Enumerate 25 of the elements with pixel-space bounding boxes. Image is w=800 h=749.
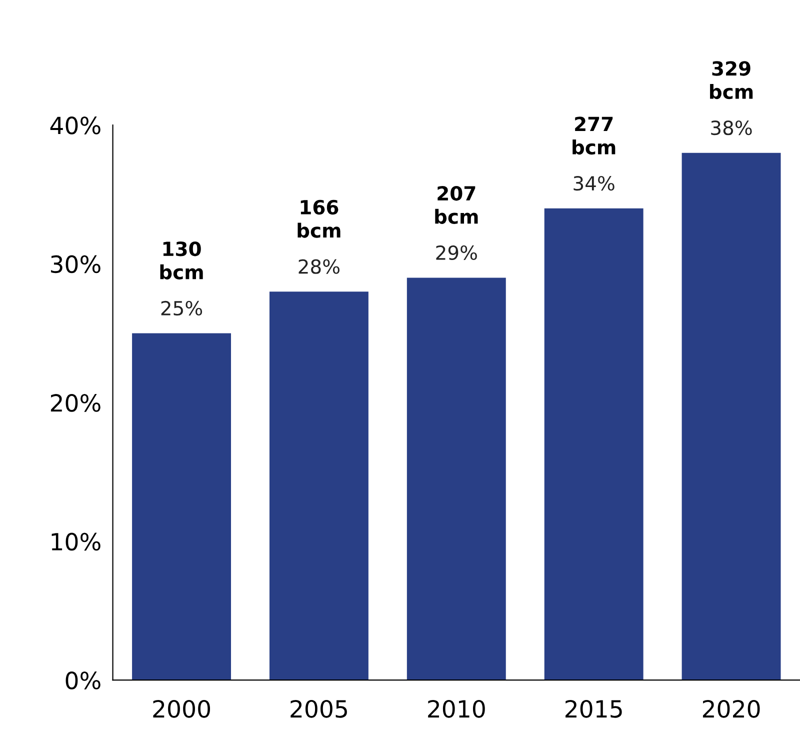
y-tick-label: 40% xyxy=(50,116,100,134)
y-tick-label: 10% xyxy=(52,532,100,551)
annotation: 207 bcm xyxy=(435,186,478,224)
data-label: 25% xyxy=(161,300,202,316)
annotation: 166 bcm xyxy=(298,200,340,238)
annotation: 130 bcm xyxy=(160,241,203,280)
annotation: 329 bcm xyxy=(710,61,753,100)
y-tick-label: 0% xyxy=(66,672,100,690)
y-tick-label: 20% xyxy=(50,394,100,412)
x-tick-label: 2020 xyxy=(702,700,760,718)
y-tick-label: 30% xyxy=(51,255,100,274)
annotation: 277 bcm xyxy=(572,116,616,155)
x-tick-label: 2000 xyxy=(153,700,210,718)
bar xyxy=(406,278,506,680)
data-label: 29% xyxy=(436,245,477,260)
data-label: 38% xyxy=(711,120,752,136)
x-tick-label: 2015 xyxy=(566,700,622,718)
bar xyxy=(682,152,781,680)
bar xyxy=(544,208,644,680)
bar xyxy=(269,292,368,680)
data-label: 34% xyxy=(574,176,614,191)
x-tick-label: 2010 xyxy=(428,700,485,718)
x-tick-label: 2005 xyxy=(290,700,347,718)
data-label: 28% xyxy=(298,259,340,274)
bar xyxy=(132,333,231,680)
